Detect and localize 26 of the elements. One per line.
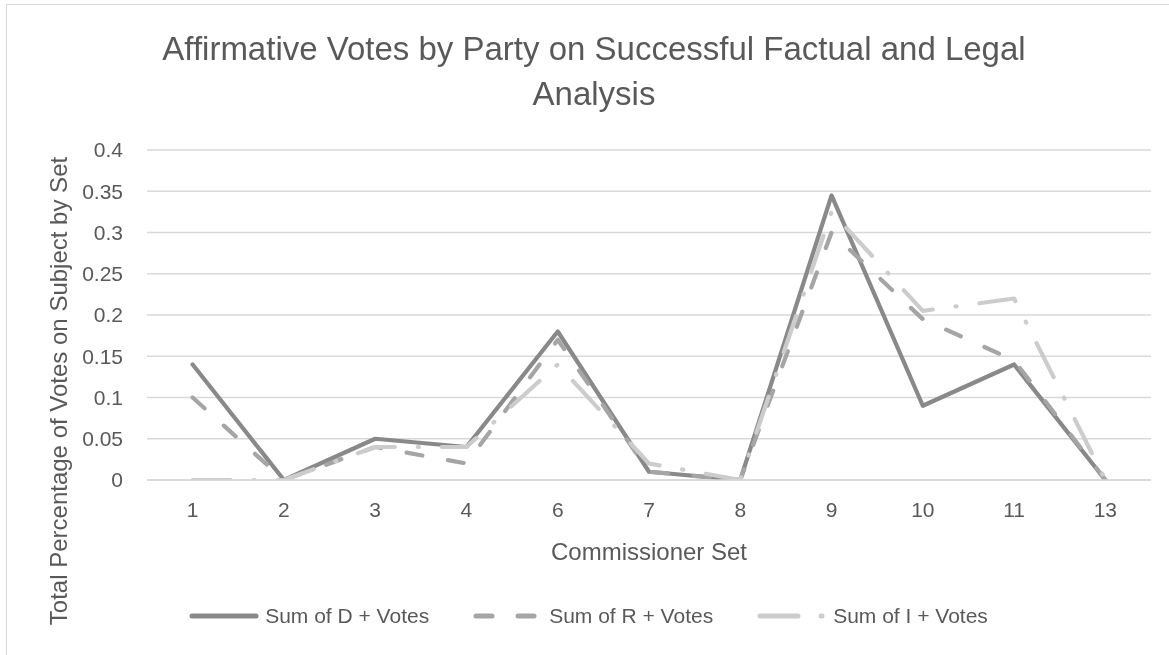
chart-title: Affirmative Votes by Party on Successful Factual and Legal Analysis [162,30,1026,112]
y-tick-label: 0.35 [82,179,123,203]
x-tick-label: 2 [278,497,290,521]
x-tick-label: 7 [643,497,655,521]
x-tick-label: 13 [1093,497,1118,521]
x-axis-title: Commissioner Set [550,538,748,565]
x-tick-label: 10 [911,497,935,521]
y-tick-label: 0 [111,468,123,492]
legend-label: Sum of I + Votes [833,604,988,628]
x-tick-label: 4 [460,497,473,521]
x-tick-label: 3 [369,497,382,521]
y-tick-label: 0.2 [93,303,123,327]
y-axis-title: Total Percentage of Votes on Subject by Set [45,156,72,626]
x-tick-label: 8 [734,497,747,521]
y-tick-label: 0.1 [93,385,123,409]
y-tick-label: 0.3 [93,220,123,244]
y-tick-label: 0.25 [82,262,123,286]
legend-label: Sum of R + Votes [549,604,714,628]
y-tick-label: 0.05 [82,427,123,451]
x-tick-label: 9 [825,497,838,521]
y-tick-label: 0.15 [82,344,123,368]
x-tick-label: 6 [551,497,564,521]
x-tick-label: 1 [186,497,199,521]
y-tick-label: 0.4 [93,138,124,162]
x-tick-label: 11 [1003,497,1025,521]
legend-label: Sum of D + Votes [265,604,430,628]
